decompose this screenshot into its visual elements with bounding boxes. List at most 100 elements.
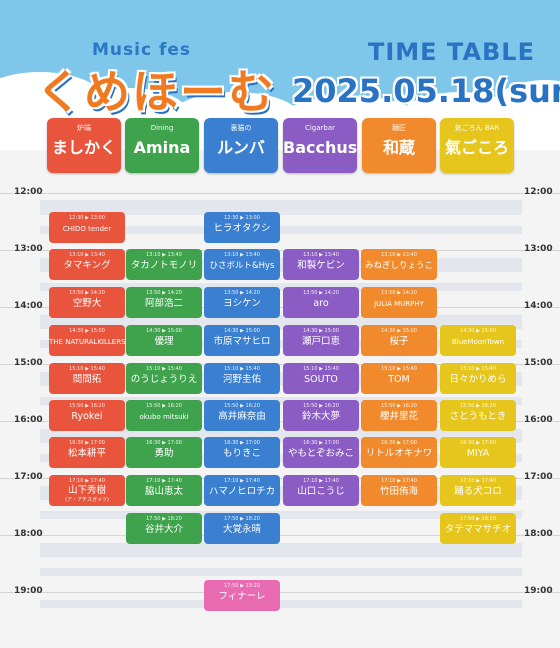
performer-name: やもとぞおみこ (287, 448, 355, 459)
performer-name: 脇山恵太 (144, 486, 183, 497)
performer-name: 大覚永晴 (222, 524, 261, 535)
performance-time: 16:30 ▶ 17:00 (303, 440, 339, 446)
stage-sub-label: 炉端 (77, 124, 91, 132)
performer-name: ヒラオタクシ (213, 223, 271, 234)
performance-time: 17:10 ▶ 17:40 (381, 478, 417, 484)
performance-time: 15:50 ▶ 16:20 (224, 403, 260, 409)
performance-time: 15:10 ▶ 15:40 (303, 366, 339, 372)
performance-block: 12:30 ▶ 13:00 CHIDO tender (49, 212, 125, 243)
stage-name: ましかく (51, 138, 116, 157)
performance-time: 17:10 ▶ 17:40 (224, 478, 260, 484)
grid-stripe (40, 200, 522, 208)
performance-time: 16:30 ▶ 17:00 (69, 440, 105, 446)
performance-block: 13:50 ▶ 14:20 阿部浩二 (126, 287, 202, 318)
performer-name: タマキング (63, 260, 111, 271)
performance-time: 14:30 ▶ 15:00 (381, 328, 417, 334)
performance-block: 13:10 ▶ 13:40 ひさボルト&Hys (204, 249, 280, 280)
stage-sub-label: Cigarbar (304, 124, 336, 132)
performer-name: 瀬戸口恵 (301, 336, 340, 347)
performance-block: 15:50 ▶ 16:20 さとうもとき (440, 400, 516, 431)
performance-block: 15:10 ▶ 15:40 河野圭佑 (204, 363, 280, 394)
performer-name: ハマノヒロチカ (208, 486, 276, 497)
performance-block: 13:50 ▶ 14:20 aro (283, 287, 359, 318)
stage-name: ルンバ (217, 138, 265, 157)
performance-time: 14:30 ▶ 15:00 (460, 328, 496, 334)
performance-block: 13:10 ▶ 13:40 タマキング (49, 249, 125, 280)
grid-stripe (40, 315, 522, 323)
performance-time: 15:10 ▶ 15:40 (224, 366, 260, 372)
performance-block: 15:10 ▶ 15:40 のうじょうりえ (126, 363, 202, 394)
grid-stripe (40, 549, 522, 557)
performance-block: 15:50 ▶ 16:20 櫻井里花 (361, 400, 437, 431)
performer-name: 河野圭佑 (222, 374, 261, 385)
performer-name: 勇助 (154, 448, 174, 459)
performance-time: 16:30 ▶ 17:00 (224, 440, 260, 446)
hour-label-left: 15:00 (14, 358, 43, 368)
stage-sub-label: 気ごろん BAR (454, 124, 500, 132)
stage-header-4: 麺匠 和蔵 (362, 118, 436, 173)
grid-stripe (40, 429, 522, 437)
performance-block: 14:30 ▶ 15:00 THE NATURALKILLERS (49, 325, 125, 356)
performer-name: さとうもとき (449, 411, 507, 422)
grid-stripe (40, 397, 522, 405)
grid-stripe (40, 340, 522, 348)
grid-stripe (40, 283, 522, 291)
stage-sub-label: Dining (150, 124, 174, 132)
performance-block: 16:30 ▶ 17:00 もりきこ (204, 437, 280, 468)
performance-time: 15:50 ▶ 16:20 (460, 403, 496, 409)
performance-block: 17:50 ▶ 19:20 フィナーレ (204, 580, 280, 611)
hour-label-right: 14:00 (524, 301, 553, 311)
performance-block: 17:10 ▶ 17:40 山下秀樹 (ア・アチスガッツ) (49, 475, 125, 506)
performance-block: 14:30 ▶ 15:00 桜子 (361, 325, 437, 356)
grid-stripe (40, 543, 522, 551)
performance-time: 13:10 ▶ 13:40 (146, 252, 182, 258)
hour-label-right: 19:00 (524, 586, 553, 596)
stage-header-2: 裏猫の ルンバ (204, 118, 278, 173)
performance-block: 13:10 ▶ 13:40 みねぎしりょうこ (361, 249, 437, 280)
performance-time: 15:50 ▶ 16:20 (381, 403, 417, 409)
hour-line (0, 364, 560, 365)
timetable-title: TIME TABLE (368, 38, 535, 66)
performer-name: okubo mitsuki (139, 413, 189, 421)
performance-time: 13:10 ▶ 13:40 (381, 252, 417, 258)
performance-block: 16:30 ▶ 17:00 やもとぞおみこ (283, 437, 359, 468)
hour-label-right: 17:00 (524, 472, 553, 482)
grid-stripe (40, 258, 522, 266)
performance-block: 17:50 ▶ 18:20 谷井大介 (126, 513, 202, 544)
performer-name: もりきこ (222, 448, 261, 459)
performer-name: 優理 (154, 336, 174, 347)
performer-name: 谷井大介 (144, 524, 183, 535)
grid-stripe (40, 207, 522, 215)
performance-time: 17:50 ▶ 18:20 (224, 516, 260, 522)
performance-time: 17:50 ▶ 19:20 (224, 583, 260, 589)
performance-time: 14:30 ▶ 15:00 (69, 328, 105, 334)
performance-time: 15:10 ▶ 15:40 (69, 366, 105, 372)
performance-time: 15:10 ▶ 15:40 (146, 366, 182, 372)
performance-block: 15:10 ▶ 15:40 TOM (361, 363, 437, 394)
performer-name: 阿部浩二 (144, 298, 183, 309)
performance-block: 14:30 ▶ 15:00 BlueMoonTown (440, 325, 516, 356)
performance-time: 15:10 ▶ 15:40 (460, 366, 496, 372)
logo-title: くめほーむ (36, 65, 276, 119)
grid-stripe (40, 511, 522, 519)
stage-header-0: 炉端 ましかく (47, 118, 121, 173)
performer-name: 櫻井里花 (379, 411, 418, 422)
performer-name: 鈴木大夢 (301, 411, 340, 422)
performance-block: 13:10 ▶ 13:40 和製ケビン (283, 249, 359, 280)
performance-block: 17:10 ▶ 17:40 竹田侑海 (361, 475, 437, 506)
performance-block: 15:10 ▶ 15:40 SOUTO (283, 363, 359, 394)
hour-label-right: 18:00 (524, 529, 553, 539)
performance-time: 17:10 ▶ 17:40 (460, 478, 496, 484)
hour-line (0, 592, 560, 593)
performer-note: (ア・アチスガッツ) (65, 497, 109, 503)
stage-name: 和蔵 (382, 138, 415, 157)
grid-stripe (40, 378, 522, 386)
hour-label-left: 14:00 (14, 301, 43, 311)
performance-block: 17:10 ▶ 17:40 ハマノヒロチカ (204, 475, 280, 506)
performer-name: 日々かりめら (449, 374, 507, 385)
performance-block: 17:10 ▶ 17:40 脇山恵太 (126, 475, 202, 506)
hour-label-right: 13:00 (524, 244, 553, 254)
grid-stripe (40, 226, 522, 234)
performer-name: ひさボルト&Hys (209, 261, 275, 271)
